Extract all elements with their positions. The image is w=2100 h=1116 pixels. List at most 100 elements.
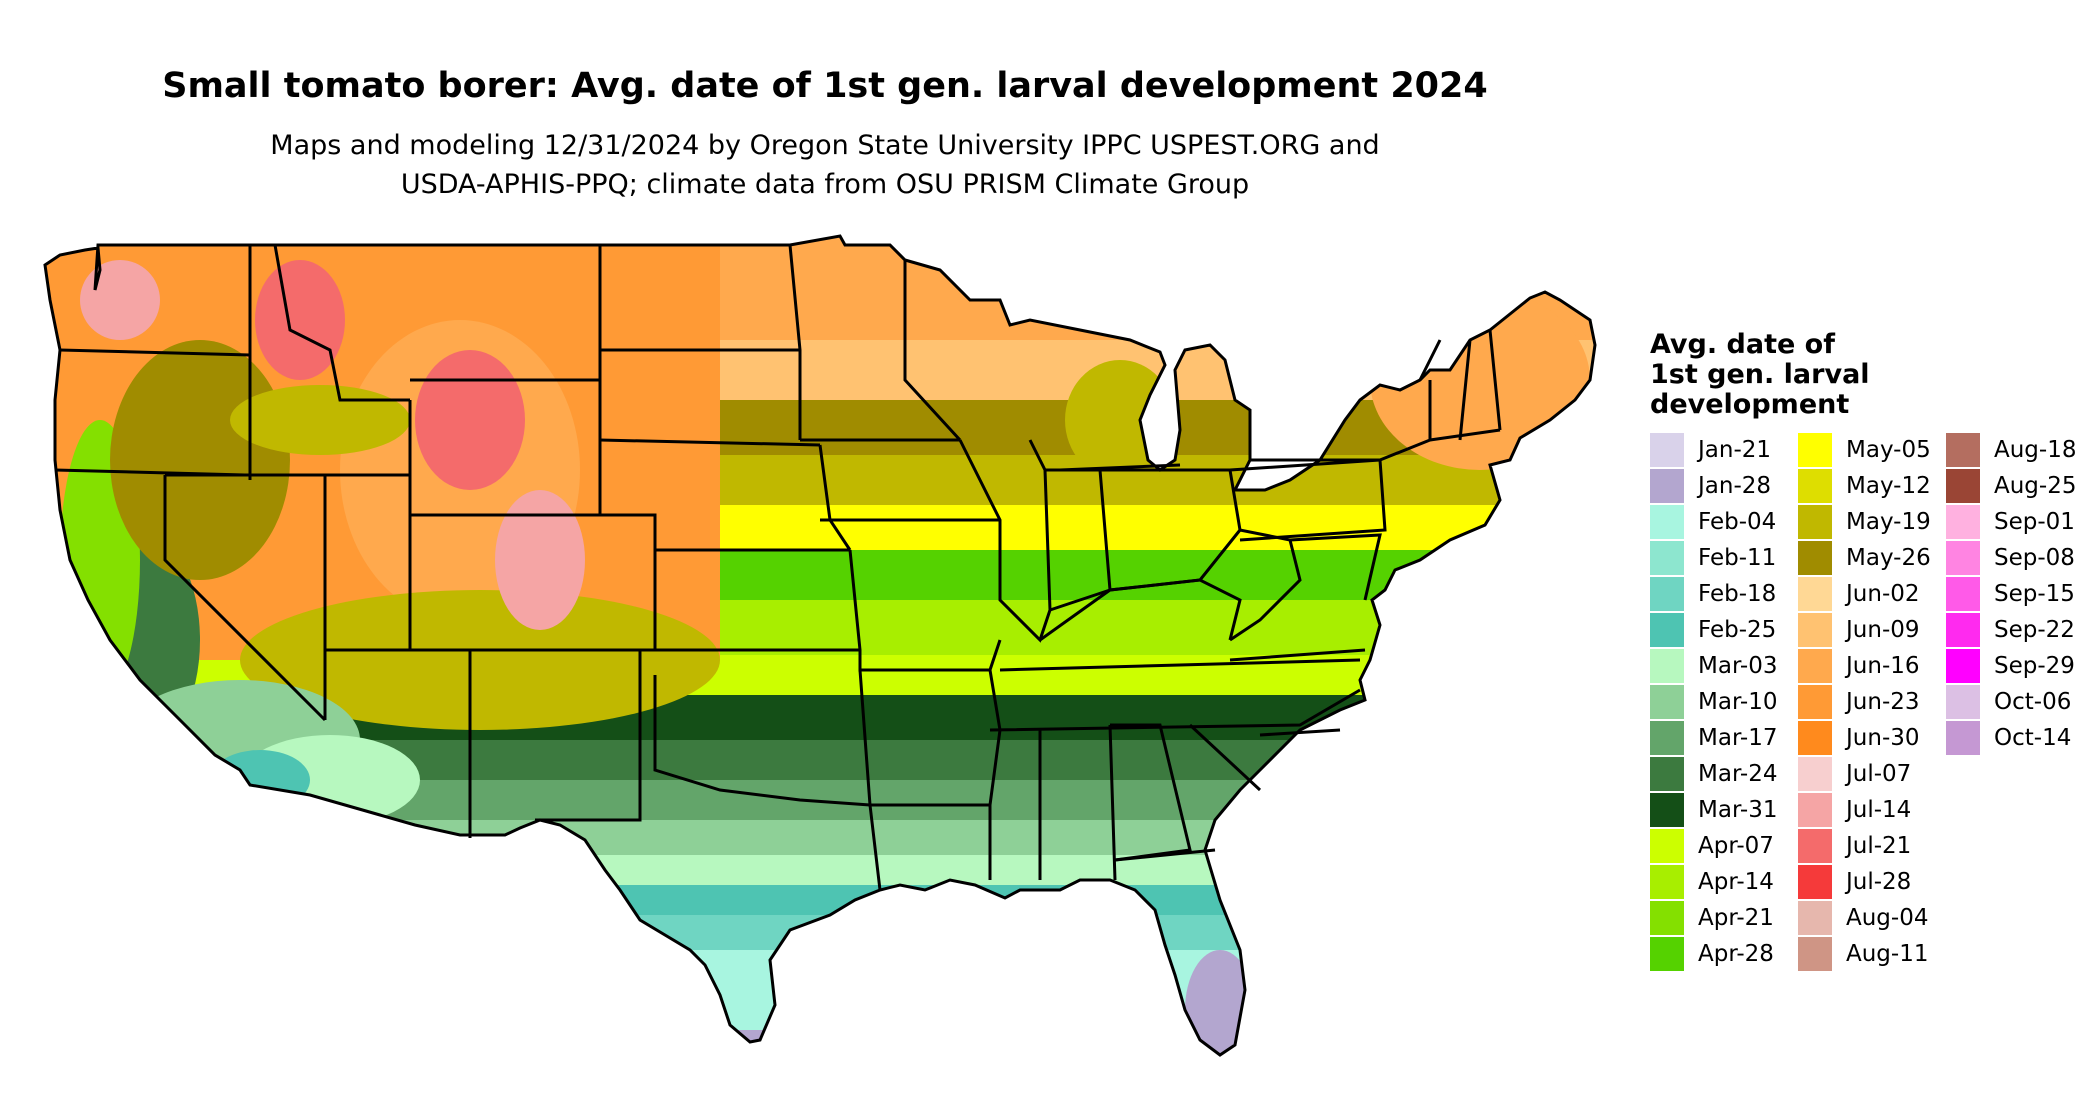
legend-swatch xyxy=(1798,829,1832,863)
legend-item: Feb-11 xyxy=(1650,540,1776,576)
border-fl xyxy=(1114,848,1216,862)
legend-label: Jan-28 xyxy=(1698,473,1772,499)
legend-label: Jul-21 xyxy=(1846,833,1912,859)
legend-item: Jul-07 xyxy=(1798,756,1911,792)
washington-cascades xyxy=(80,260,160,340)
legend-label: May-12 xyxy=(1846,473,1931,499)
legend-label: Sep-15 xyxy=(1994,581,2075,607)
border-ga-sc xyxy=(1188,723,1262,792)
legend-item: Jun-23 xyxy=(1798,684,1920,720)
legend-item: Apr-07 xyxy=(1650,828,1774,864)
legend-item: Aug-04 xyxy=(1798,900,1928,936)
legend-label: Mar-10 xyxy=(1698,689,1778,715)
legend-swatch xyxy=(1650,649,1684,683)
border-wa-or xyxy=(59,348,251,357)
southwest-valley xyxy=(240,590,720,730)
great-basin xyxy=(110,340,290,580)
legend-item: Jul-28 xyxy=(1798,864,1911,900)
legend-swatch xyxy=(1798,613,1832,647)
border-ms-al xyxy=(1038,724,1117,881)
border-ok-tx xyxy=(653,675,871,807)
legend-swatch xyxy=(1946,721,1980,755)
legend-item: Mar-24 xyxy=(1650,756,1778,792)
country-outline xyxy=(43,234,1597,1057)
band-feb04 xyxy=(45,950,1595,1030)
legend-label: Feb-25 xyxy=(1698,617,1777,643)
band-feb18 xyxy=(45,915,1595,950)
legend-label: Jan-21 xyxy=(1698,437,1772,463)
legend-label: Feb-04 xyxy=(1698,509,1777,535)
legend-swatch xyxy=(1946,649,1980,683)
border-nm-east xyxy=(535,650,642,822)
border-mn-wi xyxy=(903,260,962,442)
legend-swatch xyxy=(1650,577,1684,611)
south-florida xyxy=(1185,950,1255,1055)
legend-item: Aug-18 xyxy=(1946,432,2076,468)
legend-label: Sep-22 xyxy=(1994,617,2075,643)
legend-label: May-19 xyxy=(1846,509,1931,535)
legend-item: Jun-09 xyxy=(1798,612,1920,648)
legend-label: Oct-06 xyxy=(1994,689,2072,715)
state-borders xyxy=(43,234,1597,1057)
legend-item: Jul-21 xyxy=(1798,828,1911,864)
legend-item: Feb-18 xyxy=(1650,576,1776,612)
legend-swatch xyxy=(1650,685,1684,719)
legend-item: Mar-03 xyxy=(1650,648,1778,684)
legend-swatch xyxy=(1946,541,1980,575)
legend-label: Jul-07 xyxy=(1846,761,1912,787)
legend-swatch xyxy=(1946,469,1980,503)
legend-swatch xyxy=(1650,865,1684,899)
legend-title-line-3: development xyxy=(1650,389,1850,420)
legend-item: May-26 xyxy=(1798,540,1931,576)
legend-label: Apr-14 xyxy=(1698,869,1774,895)
legend-swatch xyxy=(1798,937,1832,971)
legend-item: Sep-08 xyxy=(1946,540,2075,576)
border-sd-ne xyxy=(599,438,821,447)
map-title: Small tomato borer: Avg. date of 1st gen… xyxy=(162,66,1488,106)
legend: Jan-21 Jan-28 Feb-04 Feb-11 Feb-18 Feb-25 Mar-… xyxy=(1650,432,2090,972)
legend-swatch xyxy=(1946,685,1980,719)
legend-label: Mar-31 xyxy=(1698,797,1778,823)
legend-item: Apr-21 xyxy=(1650,900,1774,936)
legend-item: Jan-28 xyxy=(1650,468,1771,504)
colorado-high xyxy=(495,490,585,630)
legend-swatch xyxy=(1946,433,1980,467)
legend-label: Aug-11 xyxy=(1846,941,1929,967)
legend-item: Jan-21 xyxy=(1650,432,1771,468)
band-mar03 xyxy=(45,855,1595,885)
band-feb25 xyxy=(45,885,1595,915)
legend-title-line-1: Avg. date of xyxy=(1650,329,1835,360)
legend-swatch xyxy=(1798,577,1832,611)
legend-label: Mar-17 xyxy=(1698,725,1778,751)
legend-label: Jun-16 xyxy=(1846,653,1920,679)
legend-swatch xyxy=(1650,829,1684,863)
legend-item: Sep-15 xyxy=(1946,576,2075,612)
legend-swatch xyxy=(1798,721,1832,755)
legend-item: Jun-02 xyxy=(1798,576,1920,612)
legend-label: Sep-01 xyxy=(1994,509,2075,535)
legend-item: May-05 xyxy=(1798,432,1931,468)
subtitle-line-1: Maps and modeling 12/31/2024 by Oregon S… xyxy=(270,130,1380,161)
legend-label: Jun-09 xyxy=(1846,617,1920,643)
border-ca-nv xyxy=(163,475,327,722)
legend-swatch xyxy=(1650,937,1684,971)
legend-swatch xyxy=(1946,613,1980,647)
legend-swatch xyxy=(1650,613,1684,647)
legend-label: Apr-21 xyxy=(1698,905,1774,931)
legend-item: Sep-22 xyxy=(1946,612,2075,648)
border-sc-nc xyxy=(1259,728,1341,737)
border-mi-south xyxy=(1059,463,1181,472)
legend-label: Mar-03 xyxy=(1698,653,1778,679)
idaho-high xyxy=(255,260,345,380)
legend-swatch xyxy=(1650,757,1684,791)
legend-label: Aug-04 xyxy=(1846,905,1929,931)
legend-swatch xyxy=(1946,577,1980,611)
border-co-east xyxy=(465,513,657,650)
legend-swatch xyxy=(1650,901,1684,935)
legend-label: Aug-25 xyxy=(1994,473,2077,499)
border-wv xyxy=(1198,528,1302,642)
legend-swatch xyxy=(1798,433,1832,467)
legend-swatch xyxy=(1650,793,1684,827)
legend-item: Aug-11 xyxy=(1798,936,1928,972)
legend-swatch xyxy=(1798,685,1832,719)
